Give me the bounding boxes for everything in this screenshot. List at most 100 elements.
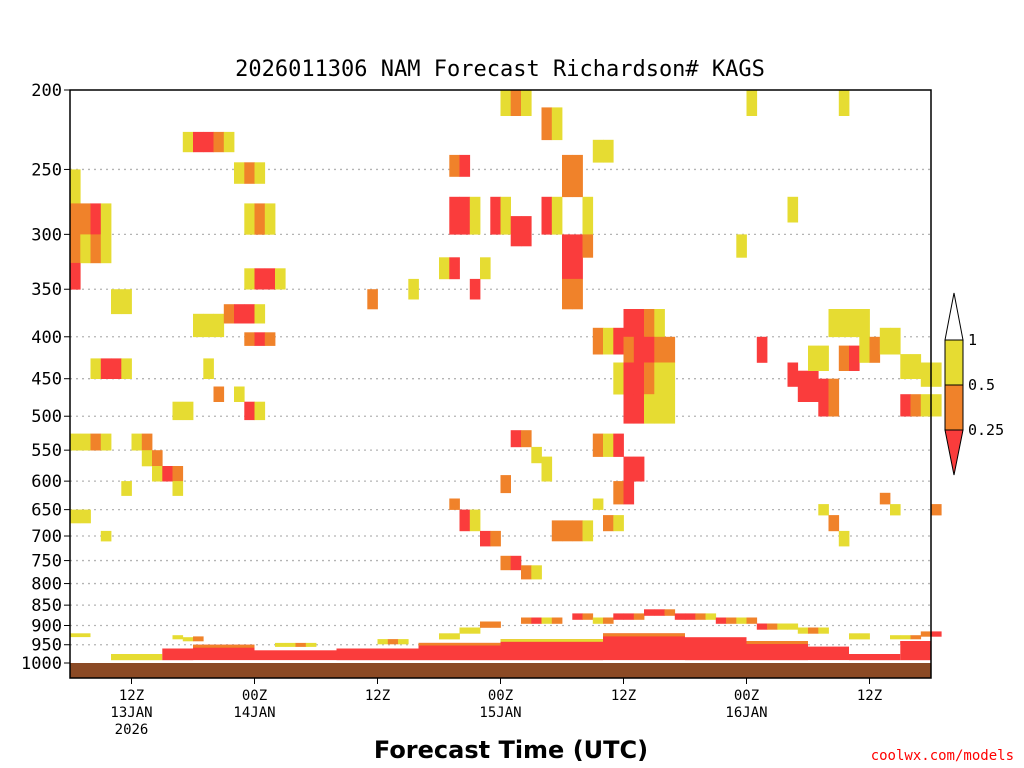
heatmap-cell bbox=[592, 433, 604, 457]
heatmap-cell bbox=[931, 394, 942, 417]
heatmap-cell bbox=[541, 456, 553, 482]
ground-bar bbox=[70, 663, 931, 678]
heatmap-cell bbox=[664, 362, 676, 395]
heatmap-cell bbox=[213, 131, 225, 153]
heatmap-cell bbox=[172, 466, 184, 482]
ytick-label-950: 950 bbox=[31, 636, 62, 656]
heatmap-cell bbox=[469, 196, 481, 235]
heatmap-cell bbox=[859, 336, 870, 363]
heatmap-cell bbox=[80, 433, 91, 451]
chart-title: 2026011306 NAM Forecast Richardson# KAGS bbox=[235, 57, 765, 82]
heatmap-cell bbox=[490, 621, 501, 628]
heatmap-cell bbox=[510, 555, 522, 571]
gridlines bbox=[70, 168, 931, 646]
heatmap-cell bbox=[70, 262, 81, 290]
heatmap-cell bbox=[623, 481, 635, 505]
ytick-label-250: 250 bbox=[31, 160, 62, 180]
heatmap-cell bbox=[100, 203, 112, 235]
heatmap-cell bbox=[705, 613, 717, 620]
heatmap-cell bbox=[244, 162, 255, 184]
heatmap-cell bbox=[480, 257, 491, 280]
heatmap-cell bbox=[920, 362, 932, 387]
heatmap-cell bbox=[469, 278, 481, 300]
heatmap-cell bbox=[838, 309, 850, 338]
heatmap-cell bbox=[664, 394, 676, 424]
heatmap-cell bbox=[838, 90, 850, 116]
heatmap-cell bbox=[193, 131, 204, 153]
heatmap-cell bbox=[633, 362, 645, 395]
heatmap-cell bbox=[644, 394, 655, 424]
boundary-band bbox=[418, 642, 501, 646]
ytick-label-650: 650 bbox=[31, 501, 62, 521]
heatmap-cell bbox=[572, 278, 583, 310]
ytick-label-500: 500 bbox=[31, 407, 62, 427]
ytick-label-750: 750 bbox=[31, 552, 62, 572]
heatmap-cell bbox=[367, 289, 378, 310]
heatmap-cell bbox=[633, 613, 645, 620]
boundary-band bbox=[746, 641, 808, 644]
heatmap-cell bbox=[644, 336, 655, 363]
heatmap-cell bbox=[726, 617, 737, 624]
heatmap-cell bbox=[551, 196, 563, 235]
heatmap-cell bbox=[797, 627, 809, 634]
heatmap-cell bbox=[623, 613, 635, 620]
heatmap-cell bbox=[264, 203, 276, 235]
heatmap-cell bbox=[910, 354, 922, 379]
xtick-label: 15JAN bbox=[479, 705, 521, 721]
heatmap-cell bbox=[244, 203, 255, 235]
heatmap-cell bbox=[828, 378, 840, 417]
heatmap-cell bbox=[787, 623, 799, 630]
heatmap-cell bbox=[849, 345, 860, 371]
heatmap-cell bbox=[541, 107, 553, 141]
heatmap-cell bbox=[500, 475, 511, 494]
heatmap-cell bbox=[859, 633, 870, 640]
heatmap-cell bbox=[121, 289, 132, 315]
heatmap-cell bbox=[100, 234, 112, 264]
heatmap-cell bbox=[644, 309, 655, 338]
heatmap-cell bbox=[756, 336, 768, 363]
heatmap-cell bbox=[254, 304, 266, 324]
heatmap-cell bbox=[244, 332, 255, 346]
heatmap-cell bbox=[203, 358, 214, 379]
heatmap-cell bbox=[531, 446, 542, 464]
heatmap-cell bbox=[521, 90, 532, 116]
heatmap-cell bbox=[869, 336, 881, 363]
heatmap-cell bbox=[500, 196, 511, 235]
credit-text: coolwx.com/models bbox=[871, 748, 1014, 764]
colorbar-bottom-arrow bbox=[944, 429, 964, 476]
heatmap-cell bbox=[613, 327, 624, 355]
boundary-band bbox=[336, 648, 419, 661]
heatmap-cells bbox=[70, 90, 942, 647]
heatmap-cell bbox=[70, 169, 81, 204]
colorbar-label-0.25: 0.25 bbox=[968, 421, 1004, 439]
heatmap-cell bbox=[121, 358, 132, 379]
ytick-label-800: 800 bbox=[31, 575, 62, 595]
heatmap-cell bbox=[377, 639, 389, 645]
heatmap-cell bbox=[500, 555, 511, 571]
xtick-label: 16JAN bbox=[725, 705, 767, 721]
heatmap-cell bbox=[510, 216, 522, 247]
ytick-label-850: 850 bbox=[31, 596, 62, 616]
heatmap-cell bbox=[664, 609, 676, 616]
boundary-band bbox=[70, 633, 91, 638]
heatmap-cell bbox=[480, 621, 491, 628]
heatmap-cell bbox=[90, 358, 102, 379]
heatmap-cell bbox=[613, 362, 624, 395]
heatmap-cell bbox=[931, 362, 942, 387]
heatmap-cell bbox=[80, 509, 91, 524]
heatmap-cell bbox=[387, 639, 399, 645]
heatmap-cell bbox=[859, 309, 870, 338]
heatmap-cell bbox=[213, 386, 225, 402]
boundary-band bbox=[500, 639, 603, 661]
heatmap-cell bbox=[510, 90, 522, 116]
heatmap-cell bbox=[582, 520, 594, 542]
heatmap-cell bbox=[818, 378, 829, 417]
heatmap-cell bbox=[398, 639, 409, 645]
heatmap-cell bbox=[592, 617, 604, 624]
heatmap-cell bbox=[203, 131, 214, 153]
heatmap-cell bbox=[449, 633, 460, 640]
heatmap-cell bbox=[223, 131, 235, 153]
heatmap-cell bbox=[623, 336, 635, 363]
heatmap-cell bbox=[931, 504, 942, 516]
heatmap-cell bbox=[70, 234, 81, 264]
